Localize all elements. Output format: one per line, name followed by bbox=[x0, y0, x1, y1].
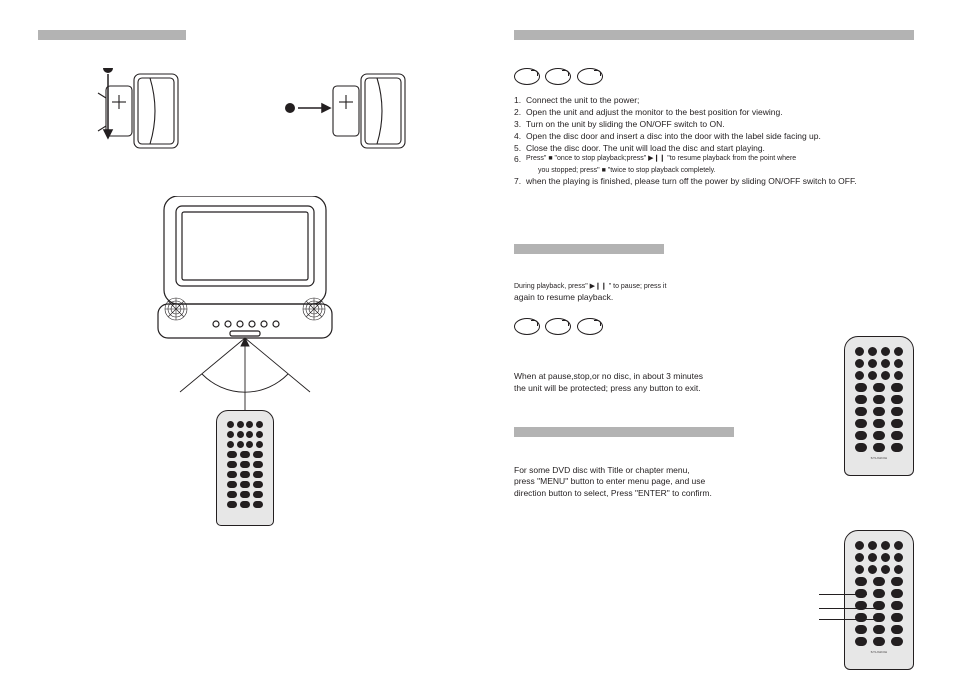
oval-icon bbox=[514, 68, 540, 85]
oval-icon bbox=[514, 318, 540, 335]
step: 7.when the playing is finished, please t… bbox=[514, 176, 916, 188]
remote-diagram-left bbox=[216, 410, 274, 526]
remote-diagram-menu: SYLVANIA bbox=[844, 530, 914, 670]
menu-text: For some DVD disc with Title or chapter … bbox=[514, 465, 774, 477]
right-column: 1.Connect the unit to the power; 2.Open … bbox=[480, 0, 954, 688]
dvd-aiming-diagram bbox=[136, 196, 354, 552]
section-heading-bar bbox=[514, 30, 914, 40]
disc-type-ovals bbox=[514, 68, 916, 85]
oval-icon bbox=[545, 318, 571, 335]
step: 1.Connect the unit to the power; bbox=[514, 95, 916, 107]
remote-diagram-pause: SYLVANIA bbox=[844, 336, 914, 476]
step-cont: you stopped; press" ■ "twice to stop pla… bbox=[514, 166, 916, 176]
oval-icon bbox=[545, 68, 571, 85]
leader-line bbox=[819, 608, 879, 609]
battery-insert-diagram bbox=[276, 68, 426, 156]
remote-brand: SYLVANIA bbox=[855, 456, 903, 460]
battery-open-diagram bbox=[66, 68, 216, 156]
step: 6.Press" ■ "once to stop playback;press"… bbox=[514, 154, 916, 166]
protect-text: When at pause,stop,or no disc, in about … bbox=[514, 371, 774, 383]
menu-text: direction button to select, Press "ENTER… bbox=[514, 488, 774, 500]
menu-text: press "MENU" button to enter menu page, … bbox=[514, 476, 774, 488]
left-column bbox=[0, 0, 480, 688]
battery-diagrams bbox=[66, 68, 452, 156]
step: 5.Close the disc door. The unit will loa… bbox=[514, 143, 916, 155]
pause-text: again to resume playback. bbox=[514, 292, 774, 304]
section-heading-bar bbox=[514, 427, 734, 437]
oval-icon bbox=[577, 68, 603, 85]
disc-type-ovals bbox=[514, 318, 916, 335]
manual-spread: 1.Connect the unit to the power; 2.Open … bbox=[0, 0, 954, 688]
remote-brand: SYLVANIA bbox=[855, 650, 903, 654]
step: 4.Open the disc door and insert a disc i… bbox=[514, 131, 916, 143]
basic-playback-steps: 1.Connect the unit to the power; 2.Open … bbox=[514, 95, 916, 188]
section-heading-bar bbox=[38, 30, 186, 40]
step: 2.Open the unit and adjust the monitor t… bbox=[514, 107, 916, 119]
leader-line bbox=[819, 619, 875, 620]
protect-text: the unit will be protected; press any bu… bbox=[514, 383, 774, 395]
oval-icon bbox=[577, 318, 603, 335]
step: 3.Turn on the unit by sliding the ON/OFF… bbox=[514, 119, 916, 131]
section-heading-bar bbox=[514, 244, 664, 254]
leader-line bbox=[819, 594, 867, 595]
pause-text: During playback, press" ▶❙❙ " to pause; … bbox=[514, 282, 774, 292]
